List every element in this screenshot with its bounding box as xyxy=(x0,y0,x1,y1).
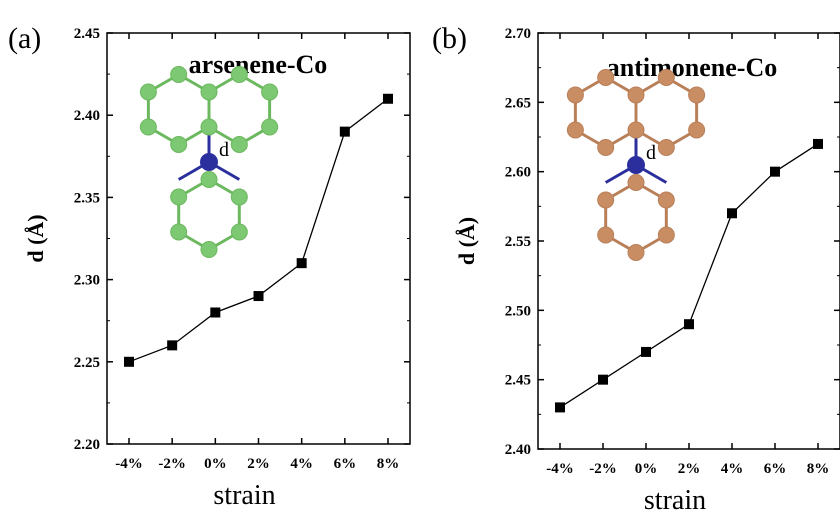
y-tick-label: 2.55 xyxy=(505,234,531,250)
x-tick-label: 0% xyxy=(635,461,658,477)
lattice-atom xyxy=(261,118,279,136)
lattice-atom xyxy=(627,244,645,261)
lattice-inset: d xyxy=(139,66,279,258)
x-tick-label: -4% xyxy=(115,456,143,472)
x-axis-label: strain xyxy=(644,485,706,512)
x-tick-label: 6% xyxy=(764,461,787,477)
lattice-atom xyxy=(657,191,675,209)
y-tick-label: 2.35 xyxy=(74,190,100,206)
lattice-atom xyxy=(200,241,218,258)
data-point xyxy=(339,126,350,137)
series-line xyxy=(559,143,819,408)
data-point xyxy=(555,402,565,413)
y-tick-label: 2.65 xyxy=(505,95,531,111)
lattice-atom xyxy=(597,191,615,209)
y-tick-label: 2.40 xyxy=(505,442,531,458)
y-axis-label: d (Å) xyxy=(454,217,479,265)
inset-d-label: d xyxy=(646,142,656,164)
lattice-atom xyxy=(566,121,584,139)
data-point xyxy=(684,319,694,330)
x-axis-label: strain xyxy=(213,480,275,511)
lattice-atom xyxy=(597,139,615,156)
lattice-atom xyxy=(261,83,279,101)
y-tick-label: 2.45 xyxy=(505,373,531,389)
y-tick-label: 2.45 xyxy=(74,26,100,42)
y-tick-label: 2.20 xyxy=(74,437,100,453)
data-point xyxy=(167,340,178,351)
y-tick-label: 2.50 xyxy=(505,303,531,319)
inset-d-label: d xyxy=(219,139,229,161)
data-point xyxy=(253,291,264,302)
x-tick-label: 0% xyxy=(204,456,227,472)
co-atom xyxy=(200,153,218,171)
lattice-atom xyxy=(688,121,706,139)
x-tick-label: 8% xyxy=(807,461,830,477)
co-atom xyxy=(627,156,645,174)
data-point xyxy=(383,93,393,104)
x-tick-label: 4% xyxy=(721,461,744,477)
lattice-atom xyxy=(688,86,706,104)
y-axis-label: d (Å) xyxy=(23,214,48,262)
panel-letter: (b) xyxy=(432,22,467,55)
y-tick-label: 2.25 xyxy=(74,355,100,371)
lattice-atom xyxy=(200,171,218,188)
chart-title: antimonene-Co xyxy=(607,53,777,82)
lattice-atom xyxy=(200,83,218,101)
data-point xyxy=(770,166,780,177)
lattice-atom xyxy=(139,83,157,101)
lattice-atom xyxy=(170,66,188,83)
lattice-atom xyxy=(200,118,218,136)
lattice-atom xyxy=(230,66,248,83)
lattice-atom xyxy=(566,86,584,104)
lattice-atom xyxy=(597,69,615,86)
chart-panel-a: 2.20 2.25 2.30 2.35 2.40 2.45 -4% -2% 0% 2% 4% 6% 8%… xyxy=(8,22,411,511)
data-point xyxy=(124,356,134,367)
lattice-atom xyxy=(170,188,188,206)
y-tick-label: 2.60 xyxy=(505,165,531,181)
lattice-atom xyxy=(627,86,645,104)
lattice-atom xyxy=(657,69,675,86)
lattice-atom xyxy=(230,188,248,206)
x-tick-label: -4% xyxy=(546,461,574,477)
data-point xyxy=(598,374,608,385)
lattice-atom xyxy=(170,136,188,153)
data-point xyxy=(641,346,651,357)
panel-letter: (a) xyxy=(8,22,41,55)
lattice-atom xyxy=(657,139,675,156)
lattice-inset: d xyxy=(566,69,706,261)
lattice-atom xyxy=(627,174,645,191)
y-tick-label: 2.70 xyxy=(505,26,531,42)
data-point xyxy=(813,138,823,149)
y-tick-label: 2.30 xyxy=(74,273,100,289)
x-tick-label: 4% xyxy=(290,456,313,472)
lattice-atom xyxy=(170,223,188,241)
x-tick-label: -2% xyxy=(158,456,186,472)
y-tick-label: 2.40 xyxy=(74,108,100,124)
x-tick-label: 2% xyxy=(678,461,701,477)
data-point xyxy=(727,208,737,219)
x-tick-label: -2% xyxy=(589,461,617,477)
data-point xyxy=(210,307,221,318)
lattice-atom xyxy=(657,226,675,244)
chart-title: arsenene-Co xyxy=(189,50,328,79)
lattice-atom xyxy=(139,118,157,136)
lattice-atom xyxy=(230,136,248,153)
x-tick-label: 6% xyxy=(334,456,357,472)
lattice-atom xyxy=(230,223,248,241)
x-tick-label: 8% xyxy=(377,456,400,472)
chart-panel-b: 2.40 2.45 2.50 2.55 2.60 2.65 2.70 -4% -2% 0% 2% 4%… xyxy=(432,22,840,512)
x-tick-label: 2% xyxy=(247,456,270,472)
lattice-atom xyxy=(627,121,645,139)
lattice-atom xyxy=(597,226,615,244)
data-point xyxy=(296,258,307,269)
